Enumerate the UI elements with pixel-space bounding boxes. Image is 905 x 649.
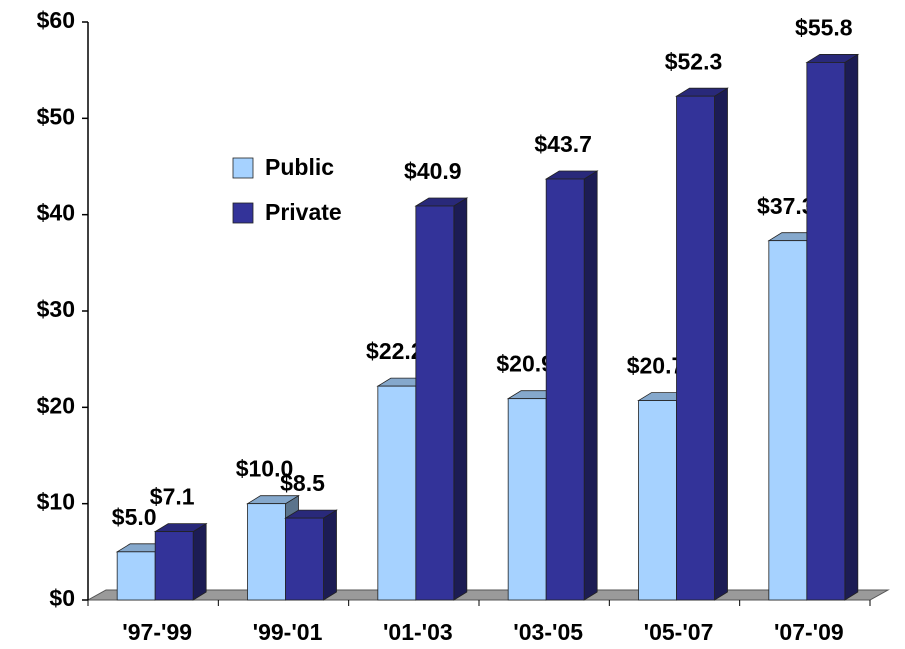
value-label: $7.1	[150, 484, 195, 510]
y-tick-label: $0	[49, 585, 75, 611]
bar-side	[453, 197, 468, 601]
value-label: $10.0	[236, 456, 294, 482]
value-label: $8.5	[280, 470, 325, 496]
value-label: $37.3	[757, 193, 815, 219]
y-tick-label: $40	[37, 200, 75, 226]
bar	[676, 95, 715, 601]
legend-label: Private	[265, 199, 342, 225]
value-label: $40.9	[404, 158, 462, 184]
bar	[768, 240, 808, 601]
bar	[285, 517, 324, 601]
legend-swatch	[232, 202, 254, 224]
x-tick-label: '07-'09	[774, 619, 844, 645]
legend-label: Public	[265, 154, 334, 180]
value-label: $22.2	[366, 338, 424, 364]
value-label: $20.9	[496, 351, 554, 377]
x-tick-label: '01-'03	[383, 619, 453, 645]
value-label: $5.0	[112, 504, 157, 530]
bar	[116, 551, 156, 601]
value-label: $20.7	[627, 353, 685, 379]
y-tick-label: $20	[37, 392, 75, 418]
bar	[415, 205, 455, 601]
bar	[154, 531, 194, 601]
floor	[86, 589, 890, 601]
x-tick-label: '99-'01	[253, 619, 323, 645]
x-tick-label: '97-'99	[122, 619, 192, 645]
bar	[247, 503, 286, 601]
value-label: $43.7	[534, 131, 592, 157]
bar-side	[323, 509, 337, 601]
legend-swatch	[232, 157, 254, 179]
bar	[806, 62, 846, 601]
bar-side	[844, 53, 859, 601]
x-tick-label: '05-'07	[644, 619, 714, 645]
bar	[638, 400, 677, 601]
value-label: $55.8	[795, 15, 853, 41]
bar	[377, 385, 417, 601]
bar-side	[714, 87, 728, 601]
bar-side	[583, 170, 598, 601]
value-label: $52.3	[665, 48, 723, 74]
y-tick-label: $30	[37, 296, 75, 322]
x-tick-label: '03-'05	[513, 619, 583, 645]
bar	[545, 178, 585, 601]
y-tick-label: $10	[37, 489, 75, 515]
y-tick-label: $50	[37, 103, 75, 129]
bar-side	[192, 522, 207, 601]
y-tick-label: $60	[37, 7, 75, 33]
bar	[507, 398, 547, 601]
